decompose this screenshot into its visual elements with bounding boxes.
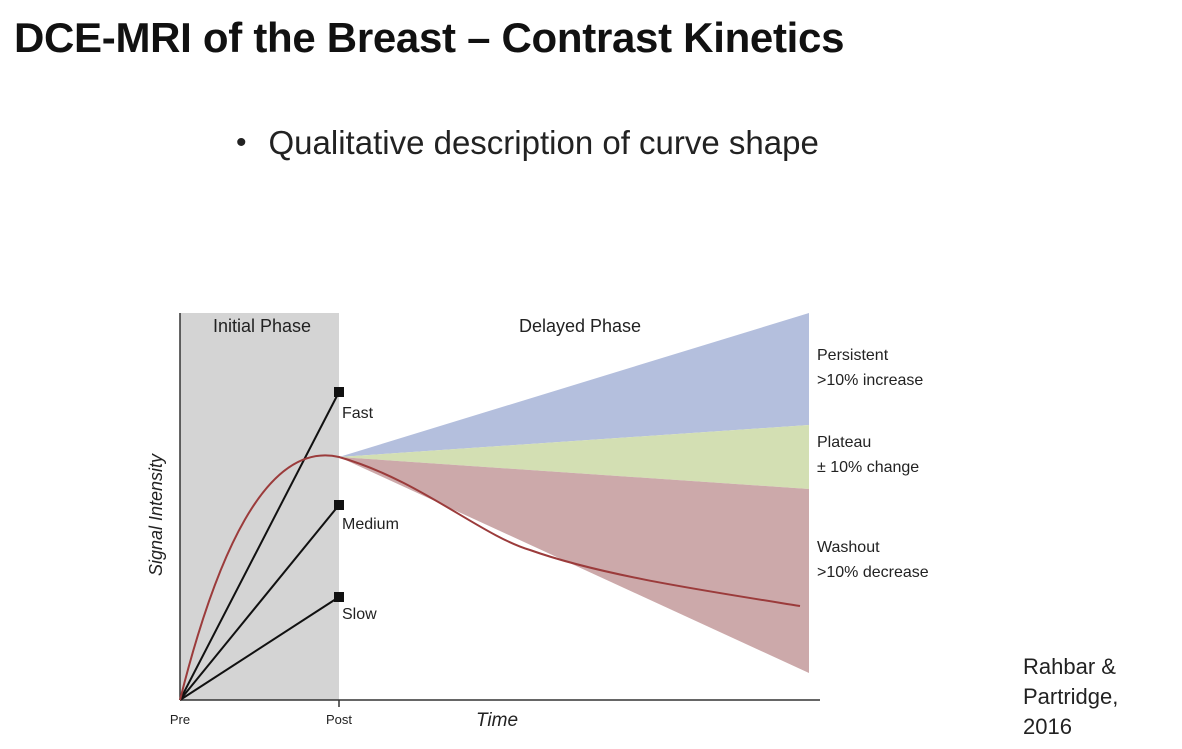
fast-marker — [334, 387, 344, 397]
bullet-dot-icon: • — [236, 126, 247, 159]
plateau-name: Plateau — [817, 434, 871, 451]
washout-desc: >10% decrease — [817, 564, 929, 581]
persistent-desc: >10% increase — [817, 372, 923, 389]
fast-line — [179, 391, 340, 701]
medium-marker — [334, 500, 344, 510]
fast-label: Fast — [342, 405, 374, 422]
plateau-region — [339, 425, 809, 489]
citation-line-2: Partridge, — [1023, 684, 1119, 709]
initial-phase-label: Initial Phase — [213, 316, 311, 336]
y-axis-label: Signal Intensity — [146, 453, 166, 576]
medium-line — [179, 504, 340, 701]
persistent-region — [339, 313, 809, 457]
plateau-desc: ± 10% change — [817, 459, 919, 476]
washout-name: Washout — [817, 539, 880, 556]
initial-phase-region — [180, 313, 339, 700]
delayed-phase-label: Delayed Phase — [519, 316, 641, 336]
bullet-text: Qualitative description of curve shape — [268, 124, 819, 161]
citation-line-3: 2016 — [1023, 714, 1072, 739]
washout-region — [339, 457, 809, 673]
bullet-item: • Qualitative description of curve shape — [236, 124, 819, 162]
x-axis-label: Time — [476, 710, 518, 731]
medium-label: Medium — [342, 516, 399, 533]
post-label: Post — [326, 712, 352, 727]
slow-line — [179, 596, 340, 701]
slow-label: Slow — [342, 606, 377, 623]
slide-title: DCE-MRI of the Breast – Contrast Kinetic… — [14, 14, 845, 61]
persistent-name: Persistent — [817, 347, 889, 364]
enhancement-curve — [179, 454, 801, 701]
slow-marker — [334, 592, 344, 602]
pre-label: Pre — [170, 712, 190, 727]
citation-line-1: Rahbar & — [1023, 654, 1116, 679]
citation: Rahbar & Partridge, 2016 — [1023, 652, 1118, 742]
